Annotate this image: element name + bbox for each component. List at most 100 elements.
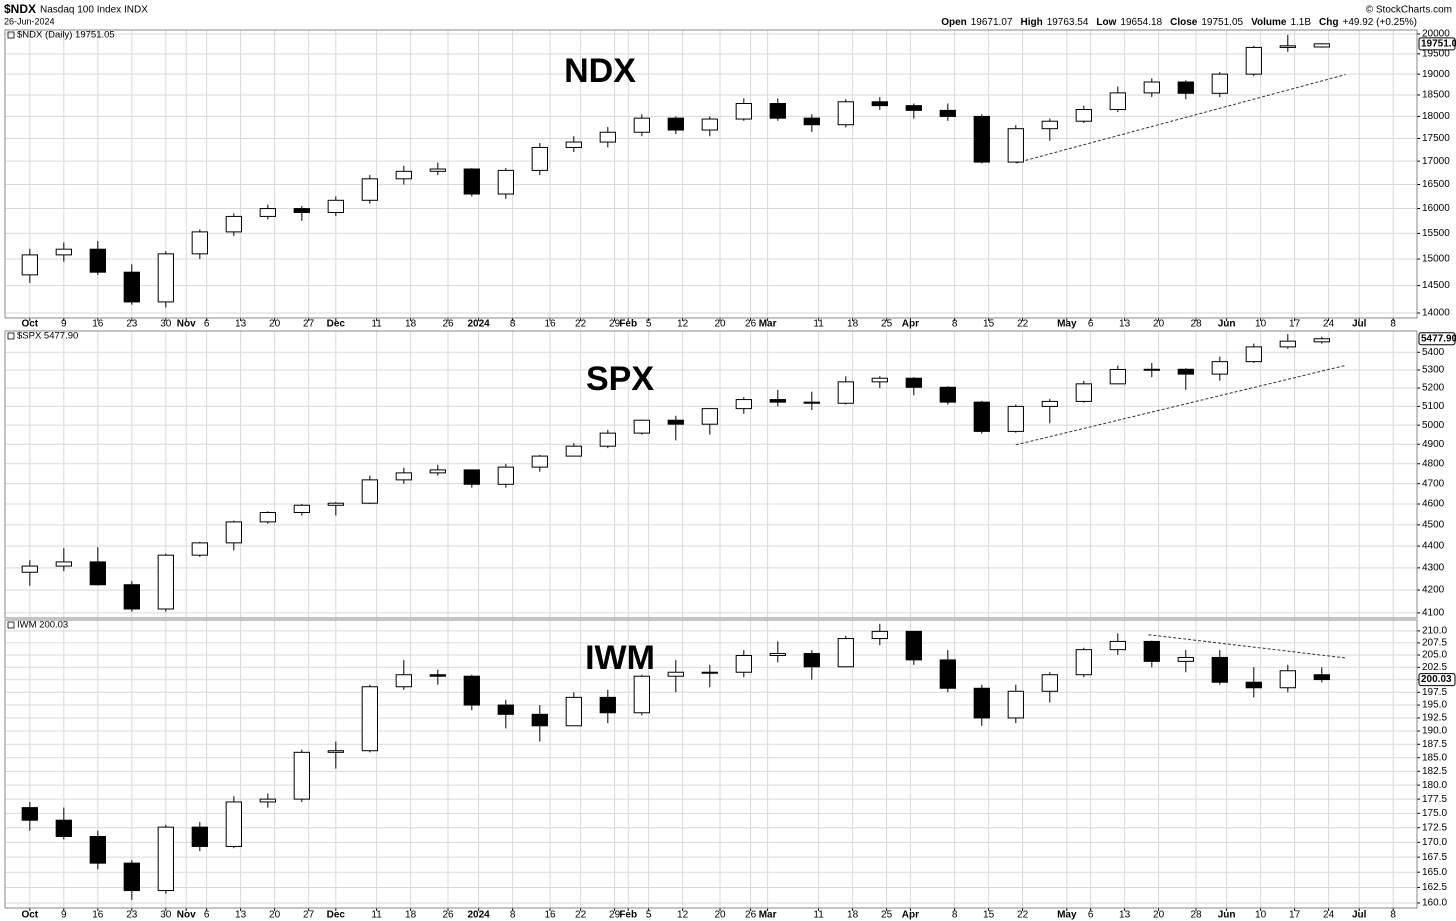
x-tick-label: 24	[1323, 319, 1335, 330]
y-tick-label: 202.5	[1422, 662, 1447, 673]
last-price-box	[1418, 673, 1456, 687]
x-tick-label: 22	[1017, 910, 1029, 921]
y-tick-label: 5400	[1422, 347, 1445, 358]
symbol: $NDX	[4, 2, 36, 16]
y-tick-label: 175.0	[1422, 808, 1447, 819]
x-tick-label: Jun	[1218, 910, 1236, 921]
candle-body	[735, 103, 752, 120]
panel-title: SPX	[586, 360, 654, 398]
candle-body	[531, 146, 548, 171]
candle-body	[157, 554, 174, 610]
x-tick-label: 9	[61, 910, 67, 921]
x-tick-label: Jul	[1352, 319, 1367, 330]
x-tick-label: Nov	[177, 910, 196, 921]
x-tick-label: May	[1057, 910, 1077, 921]
y-tick-label: 182.5	[1422, 766, 1447, 777]
x-tick-label: 6	[204, 910, 210, 921]
x-tick-label: 20	[714, 910, 726, 921]
candle-body	[1143, 81, 1160, 94]
candle-body	[123, 862, 140, 892]
x-tick-label: 8	[952, 910, 958, 921]
x-tick-label: 8	[510, 910, 516, 921]
y-tick-label: 197.5	[1422, 687, 1447, 698]
trendline	[1015, 74, 1346, 164]
x-tick-label: 12	[677, 910, 689, 921]
x-tick-label: Dec	[327, 910, 346, 921]
x-tick-label: Oct	[21, 910, 38, 921]
candle-body	[1007, 405, 1024, 432]
candle-body	[837, 638, 854, 668]
candle-body	[1109, 640, 1126, 651]
candle-body	[395, 472, 412, 481]
candle-body	[565, 141, 582, 148]
y-tick-label: 170.0	[1422, 837, 1447, 848]
y-tick-label: 4600	[1422, 499, 1445, 510]
x-tick-label: Jun	[1218, 319, 1236, 330]
candle-body	[599, 131, 616, 143]
x-tick-label: 8	[952, 319, 958, 330]
candle-body	[599, 432, 616, 447]
date: 26-Jun-2024	[4, 16, 55, 26]
x-tick-label: 11	[371, 910, 382, 921]
x-tick-label: 20	[269, 319, 281, 330]
candle-body	[1313, 674, 1330, 681]
candle-body	[497, 169, 514, 195]
candle-body	[429, 168, 446, 172]
x-tick-label: 26	[442, 319, 454, 330]
candle-body	[1279, 340, 1296, 348]
legend-text: IWM 200.03	[17, 620, 68, 631]
candle-body	[1211, 361, 1228, 375]
x-tick-label: Mar	[759, 319, 777, 330]
x-tick-label: Dec	[327, 319, 346, 330]
x-tick-label: 13	[1119, 910, 1131, 921]
y-tick-label: 5000	[1422, 420, 1445, 431]
legend-icon	[7, 31, 15, 39]
candle-body	[259, 798, 276, 803]
candle-body	[361, 686, 378, 752]
x-tick-label: 22	[575, 319, 587, 330]
y-tick-label: 207.5	[1422, 638, 1447, 649]
candle-body	[565, 445, 582, 457]
x-tick-label: 2024	[467, 319, 490, 330]
y-tick-label: 4900	[1422, 439, 1445, 450]
candle-body	[633, 117, 650, 133]
candle-body	[1211, 73, 1228, 94]
x-tick-label: 22	[575, 910, 587, 921]
x-tick-label: 28	[1190, 319, 1202, 330]
x-tick-label: 25	[881, 319, 893, 330]
y-tick-label: 5300	[1422, 365, 1445, 376]
candle-body	[1041, 120, 1058, 130]
candle-body	[1245, 46, 1262, 75]
candle-body	[701, 408, 718, 425]
quote-label: Open	[941, 17, 967, 28]
quote-label: Chg	[1319, 17, 1338, 28]
x-tick-label: 9	[61, 319, 67, 330]
candle-body	[225, 215, 242, 233]
candle-body	[769, 653, 786, 656]
y-tick-label: 4100	[1422, 608, 1445, 619]
x-tick-label: 29	[609, 319, 621, 330]
candle-body	[735, 399, 752, 410]
x-tick-label: 12	[677, 319, 689, 330]
x-tick-label: 18	[405, 910, 417, 921]
x-tick-label: 26	[442, 910, 454, 921]
quote-value: +49.92 (+0.25%)	[1343, 17, 1418, 28]
x-tick-label: 5	[646, 319, 652, 330]
legend-icon	[7, 332, 15, 340]
x-tick-label: 30	[160, 910, 172, 921]
quote-value: 1.1B	[1290, 17, 1311, 28]
y-tick-label: 210.0	[1422, 626, 1447, 637]
copyright: © StockCharts.com	[1366, 5, 1452, 16]
candle-body	[633, 675, 650, 714]
y-tick-label: 4800	[1422, 458, 1445, 469]
last-price-label: 200.03	[1421, 674, 1452, 685]
y-tick-label: 17000	[1422, 156, 1450, 167]
candle-body	[327, 199, 344, 213]
candle-body	[939, 109, 956, 117]
y-tick-label: 5100	[1422, 401, 1445, 412]
candle-body	[225, 801, 242, 847]
x-tick-label: Apr	[902, 910, 919, 921]
y-tick-label: 165.0	[1422, 867, 1447, 878]
candle-body	[905, 630, 922, 661]
